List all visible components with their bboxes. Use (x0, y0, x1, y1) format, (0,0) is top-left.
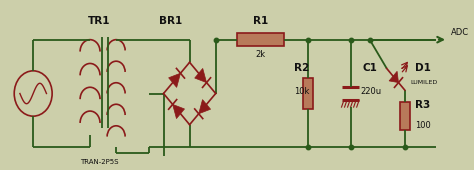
FancyBboxPatch shape (400, 102, 410, 130)
Text: 100: 100 (415, 121, 430, 130)
Text: R2: R2 (294, 63, 309, 73)
Text: D1: D1 (415, 63, 430, 73)
FancyBboxPatch shape (303, 78, 313, 109)
Text: TRAN-2P5S: TRAN-2P5S (80, 159, 119, 165)
Text: TR1: TR1 (88, 16, 111, 26)
Text: C1: C1 (363, 63, 377, 73)
Text: ADC: ADC (451, 28, 469, 37)
Text: BR1: BR1 (159, 16, 182, 26)
Polygon shape (389, 71, 399, 83)
FancyBboxPatch shape (237, 33, 284, 46)
Polygon shape (195, 69, 207, 83)
Polygon shape (173, 104, 184, 118)
Text: 220u: 220u (360, 87, 382, 96)
Polygon shape (199, 100, 210, 114)
Text: R1: R1 (253, 16, 268, 26)
Text: LUMILED: LUMILED (410, 80, 437, 85)
Polygon shape (169, 73, 181, 87)
Text: R3: R3 (415, 100, 430, 110)
Text: 10k: 10k (294, 87, 309, 96)
Text: 2k: 2k (255, 50, 266, 59)
